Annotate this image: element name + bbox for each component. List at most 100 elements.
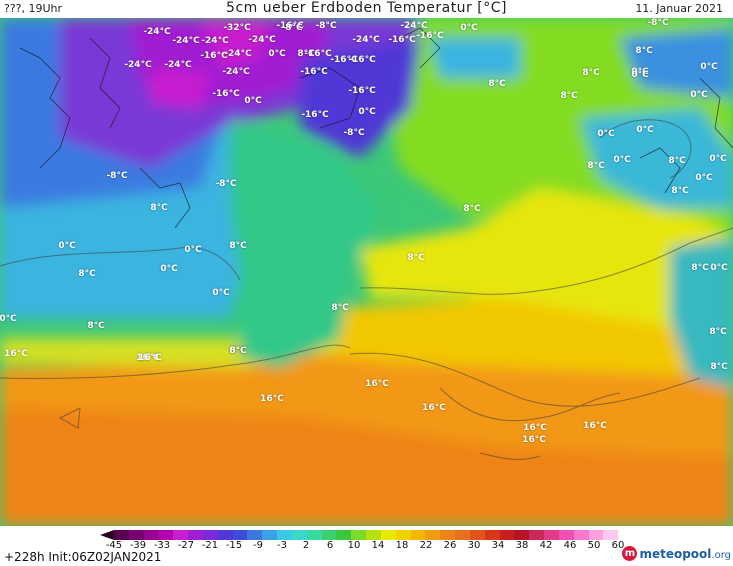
- isotherm-label: -16°C: [416, 31, 444, 41]
- colorbar-tick-label: -21: [201, 540, 219, 551]
- isotherm-label: 8°C: [78, 269, 96, 279]
- colorbar-swatch: [484, 530, 500, 540]
- colorbar-swatch: [380, 530, 396, 540]
- isotherm-label: -8°C: [215, 179, 237, 189]
- colorbar-low-arrow: [100, 530, 114, 540]
- colorbar-swatch: [514, 530, 530, 540]
- isotherm-label: 0°C: [709, 154, 727, 164]
- isotherm-label: 8°C: [488, 79, 506, 89]
- isotherm-label: 16°C: [138, 353, 162, 363]
- isotherm-label: 0°C: [0, 314, 17, 324]
- colorbar-tick-label: 22: [419, 540, 433, 551]
- brand[interactable]: m meteopool.org: [622, 546, 731, 561]
- colorbar-swatch: [499, 530, 515, 540]
- isotherm-label: 8°C: [87, 321, 105, 331]
- isotherm-label: -16°C: [304, 49, 332, 59]
- isotherm-label: 0°C: [636, 125, 654, 135]
- colorbar-tick-label: 26: [443, 540, 457, 551]
- colorbar-swatch: [410, 530, 426, 540]
- map-title: 5cm ueber Erdboden Temperatur [°C]: [226, 0, 507, 16]
- colorbar-tick-label: 50: [587, 540, 601, 551]
- isotherm-label: -8°C: [647, 18, 669, 28]
- isotherm-label: 0°C: [229, 346, 247, 356]
- isotherm-label: 0°C: [597, 129, 615, 139]
- colorbar-swatch: [202, 530, 218, 540]
- colorbar-tick-label: 34: [491, 540, 505, 551]
- colorbar-tick-labels: -45 -39 -33 -27 -21 -15 -9 -3 2 6 10 14 18 22 26 30 34 38…: [106, 540, 625, 554]
- colorbar-tick-label: -3: [277, 540, 287, 551]
- isotherm-label: 0°C: [160, 264, 178, 274]
- colorbar-tick-label: -45: [105, 540, 123, 551]
- colorbar-tick-label: 38: [515, 540, 529, 551]
- meteopool-logo-icon: m: [622, 546, 638, 561]
- isotherm-label: 8°C: [668, 156, 686, 166]
- isotherm-label: -16°C: [200, 51, 228, 61]
- colorbar-swatch: [440, 530, 456, 540]
- isotherm-label: -16°C: [212, 89, 240, 99]
- temperature-map: -32°C -16°C -24°C -24°C -24°C -24°C -16°C -24°C…: [0, 18, 733, 526]
- colorbar-swatch: [603, 530, 619, 540]
- isotherm-label: -8°C: [106, 171, 128, 181]
- isotherm-label: -8°C: [281, 23, 303, 33]
- colorbar-tick-label: -33: [153, 540, 171, 551]
- isotherm-label: 16°C: [260, 394, 284, 404]
- isotherm-label: 0°C: [700, 62, 718, 72]
- isotherm-label: -16°C: [330, 55, 358, 65]
- colorbar-tick-label: 46: [563, 540, 577, 551]
- isotherm-label: -24°C: [143, 27, 171, 37]
- isotherm-label: 8°C: [331, 303, 349, 313]
- colorbar-swatch: [114, 530, 129, 540]
- brand-name: meteopool.org: [639, 546, 731, 561]
- isotherm-label: 0°C: [460, 23, 478, 33]
- forecast-date: 11. Januar 2021: [635, 2, 723, 15]
- isotherm-label: 8°C: [560, 91, 578, 101]
- isotherm-label: 8°C: [463, 204, 481, 214]
- colorbar-swatch: [128, 530, 144, 540]
- isotherm-label: 0°C: [631, 67, 649, 77]
- colorbar-tick-label: -15: [225, 540, 243, 551]
- colorbar-tick-label: -39: [129, 540, 147, 551]
- isotherm-label: 16°C: [523, 423, 547, 433]
- isotherm-label: 8°C: [229, 241, 247, 251]
- isotherm-label: 0°C: [58, 241, 76, 251]
- colorbar-swatch: [588, 530, 604, 540]
- isotherm-label: 0°C: [613, 155, 631, 165]
- isotherm-label: -24°C: [248, 35, 276, 45]
- isotherm-label: 8°C: [407, 253, 425, 263]
- isotherm-label: 16°C: [136, 353, 160, 363]
- isotherm-label: -16°C: [276, 21, 304, 31]
- colorbar-swatch: [217, 530, 233, 540]
- isotherm-label: -24°C: [164, 60, 192, 70]
- colorbar-swatch: [558, 530, 574, 540]
- forecast-time-label: ???, 19Uhr: [4, 2, 63, 15]
- colorbar-swatch: [277, 530, 292, 540]
- colorbar-swatch: [247, 530, 263, 540]
- isotherm-label: -24°C: [124, 60, 152, 70]
- colorbar-swatch: [351, 530, 367, 540]
- isotherm-label: -8°C: [315, 21, 337, 31]
- isotherm-label: 8°C: [587, 161, 605, 171]
- colorbar-swatch: [425, 530, 441, 540]
- isotherm-label: 16°C: [422, 403, 446, 413]
- colorbar-tick-label: -9: [253, 540, 263, 551]
- isotherm-label: 8°C: [691, 263, 709, 273]
- isotherm-label: 0°C: [212, 288, 230, 298]
- isotherm-label: 0°C: [244, 96, 262, 106]
- isotherm-label: 0°C: [710, 263, 728, 273]
- colorbar-tick-label: 2: [302, 540, 310, 551]
- isotherm-label: 0°C: [268, 49, 286, 59]
- isotherm-label: -24°C: [172, 36, 200, 46]
- isotherm-label: 16°C: [4, 349, 28, 359]
- colorbar-swatch: [158, 530, 174, 540]
- isotherm-label: 8°C: [671, 186, 689, 196]
- isotherm-label: -32°C: [223, 23, 251, 33]
- isotherm-label: 8°C: [150, 203, 168, 213]
- isotherm-label: 0°C: [631, 70, 649, 80]
- colorbar-tick-label: 60: [611, 540, 625, 551]
- colorbar-tick-label: 42: [539, 540, 553, 551]
- isotherm-label: -16°C: [348, 55, 376, 65]
- colorbar-swatch: [395, 530, 411, 540]
- colorbar-swatch: [143, 530, 159, 540]
- isotherm-label: 8°C: [229, 346, 247, 356]
- colorbar-swatch: [321, 530, 337, 540]
